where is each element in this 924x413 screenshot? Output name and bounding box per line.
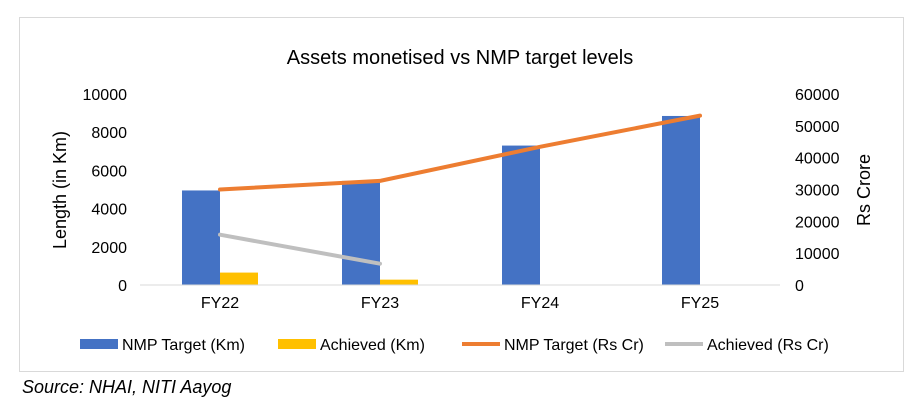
chart-frame: [19, 17, 904, 372]
right-axis-ticks: 0 10000 20000 30000 40000 50000 60000: [795, 87, 840, 295]
left-tick-label: 0: [118, 278, 127, 295]
right-tick-label: 40000: [795, 151, 840, 168]
bars: [182, 115, 700, 285]
legend: NMP Target (Km) Achieved (Km) NMP Target (…: [80, 337, 829, 354]
right-tick-label: 30000: [795, 183, 840, 200]
legend-label: NMP Target (Rs Cr): [504, 337, 644, 354]
line-achieved-rs-cr: [218, 232, 382, 266]
chart-title: Assets monetised vs NMP target levels: [287, 47, 633, 69]
left-tick-label: 4000: [91, 202, 127, 219]
bar-achieved-km-fy23: [380, 279, 418, 285]
bar-achieved-km-fy22: [220, 272, 258, 285]
left-axis-ticks: 0 2000 4000 6000 8000 10000: [83, 87, 128, 295]
category-label: FY24: [521, 295, 559, 312]
right-axis-label: Rs Crore: [854, 154, 874, 226]
bar-nmp-target-km-fy25: [662, 115, 700, 285]
legend-label: Achieved (Rs Cr): [707, 337, 829, 354]
right-tick-label: 20000: [795, 214, 840, 231]
lines: [218, 113, 702, 266]
category-label: FY23: [361, 295, 399, 312]
source-note: Source: NHAI, NITI Aayog: [22, 377, 232, 397]
bar-nmp-target-km-fy23: [342, 180, 380, 285]
category-label: FY25: [681, 295, 719, 312]
left-tick-label: 10000: [83, 87, 128, 104]
legend-label: NMP Target (Km): [122, 337, 245, 354]
left-tick-label: 8000: [91, 125, 127, 142]
right-tick-label: 50000: [795, 119, 840, 136]
legend-swatch: [278, 339, 316, 349]
right-tick-label: 0: [795, 278, 804, 295]
right-tick-label: 60000: [795, 87, 840, 104]
left-tick-label: 2000: [91, 240, 127, 257]
line-nmp-target-rs-cr: [218, 113, 702, 192]
category-labels: FY22 FY23 FY24 FY25: [201, 295, 719, 312]
left-tick-label: 6000: [91, 163, 127, 180]
bar-nmp-target-km-fy22: [182, 190, 220, 285]
right-tick-label: 10000: [795, 246, 840, 263]
legend-label: Achieved (Km): [320, 337, 425, 354]
left-axis-label: Length (in Km): [50, 131, 70, 249]
bar-nmp-target-km-fy24: [502, 145, 540, 285]
category-label: FY22: [201, 295, 239, 312]
legend-swatch: [80, 339, 118, 349]
